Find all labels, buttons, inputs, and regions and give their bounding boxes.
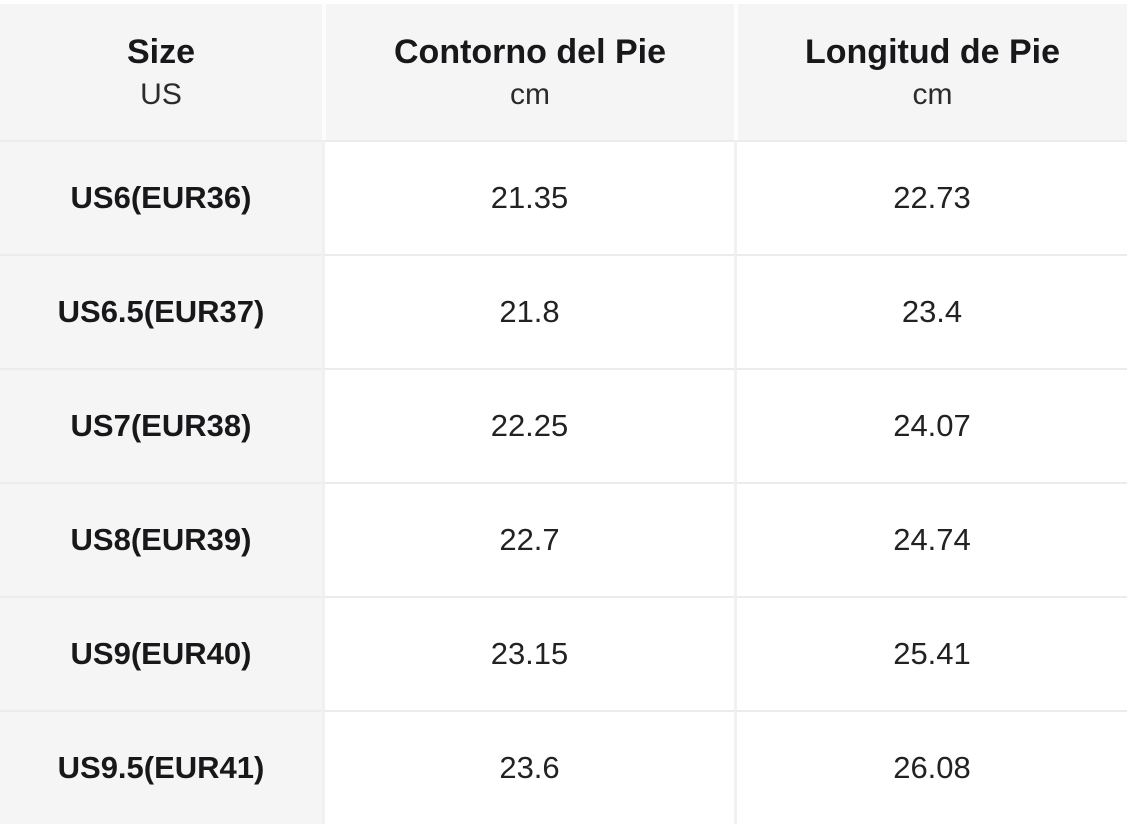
column-header-size-sub: US — [140, 78, 182, 112]
table-row: US9(EUR40) 23.15 25.41 — [0, 596, 1127, 710]
column-header-size: Size US — [0, 0, 322, 140]
header-row: Size US Contorno del Pie cm Longitud de … — [0, 0, 1127, 140]
size-cell: US9.5(EUR41) — [0, 710, 322, 824]
size-cell: US9(EUR40) — [0, 596, 322, 710]
table-header: Size US Contorno del Pie cm Longitud de … — [0, 0, 1127, 140]
column-header-contorno-sub: cm — [510, 78, 550, 112]
table-row: US7(EUR38) 22.25 24.07 — [0, 368, 1127, 482]
size-cell: US7(EUR38) — [0, 368, 322, 482]
table-row: US9.5(EUR41) 23.6 26.08 — [0, 710, 1127, 824]
size-cell: US6(EUR36) — [0, 140, 322, 254]
longitud-cell: 24.74 — [734, 482, 1127, 596]
table-row: US6(EUR36) 21.35 22.73 — [0, 140, 1127, 254]
longitud-cell: 26.08 — [734, 710, 1127, 824]
column-header-contorno-main: Contorno del Pie — [394, 32, 666, 71]
table-row: US6.5(EUR37) 21.8 23.4 — [0, 254, 1127, 368]
contorno-cell: 22.25 — [322, 368, 734, 482]
longitud-cell: 22.73 — [734, 140, 1127, 254]
column-header-longitud-main: Longitud de Pie — [805, 32, 1060, 71]
longitud-cell: 23.4 — [734, 254, 1127, 368]
contorno-cell: 21.8 — [322, 254, 734, 368]
column-header-longitud-sub: cm — [912, 78, 953, 112]
column-header-longitud: Longitud de Pie cm — [734, 0, 1127, 140]
size-cell: US6.5(EUR37) — [0, 254, 322, 368]
column-header-size-main: Size — [126, 32, 196, 71]
contorno-cell: 21.35 — [322, 140, 734, 254]
longitud-cell: 24.07 — [734, 368, 1127, 482]
contorno-cell: 23.15 — [322, 596, 734, 710]
size-cell: US8(EUR39) — [0, 482, 322, 596]
contorno-cell: 23.6 — [322, 710, 734, 824]
column-header-contorno: Contorno del Pie cm — [322, 0, 734, 140]
table-row: US8(EUR39) 22.7 24.74 — [0, 482, 1127, 596]
longitud-cell: 25.41 — [734, 596, 1127, 710]
table-body: US6(EUR36) 21.35 22.73 US6.5(EUR37) 21.8… — [0, 140, 1127, 824]
contorno-cell: 22.7 — [322, 482, 734, 596]
